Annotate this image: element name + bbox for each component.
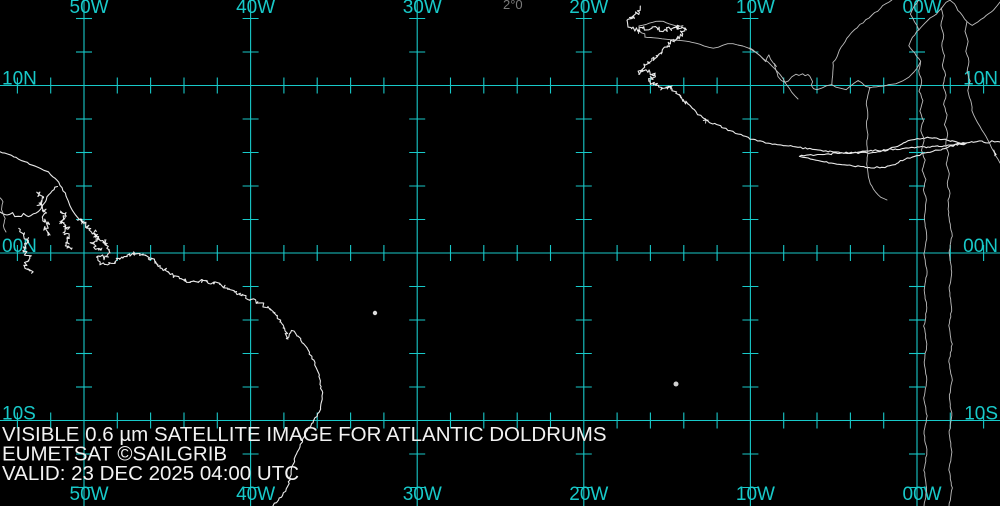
svg-text:30W: 30W — [403, 484, 442, 505]
svg-text:00N: 00N — [963, 236, 998, 257]
svg-text:10S: 10S — [964, 404, 998, 425]
svg-text:00N: 00N — [2, 236, 37, 257]
svg-text:20W: 20W — [569, 484, 608, 505]
svg-text:10W: 10W — [736, 0, 775, 18]
svg-text:30W: 30W — [403, 0, 442, 18]
svg-text:00W: 00W — [903, 0, 942, 18]
svg-text:00W: 00W — [903, 484, 942, 505]
svg-text:2°0: 2°0 — [503, 0, 523, 12]
svg-text:20W: 20W — [569, 0, 608, 18]
svg-text:50W: 50W — [70, 484, 109, 505]
svg-text:10W: 10W — [736, 484, 775, 505]
svg-text:40W: 40W — [236, 484, 275, 505]
svg-text:50W: 50W — [70, 0, 109, 18]
svg-text:40W: 40W — [236, 0, 275, 18]
svg-text:10N: 10N — [2, 69, 37, 90]
svg-text:VALID: 23 DEC 2025 04:00 UTC: VALID: 23 DEC 2025 04:00 UTC — [2, 462, 299, 485]
svg-text:10S: 10S — [2, 404, 36, 425]
